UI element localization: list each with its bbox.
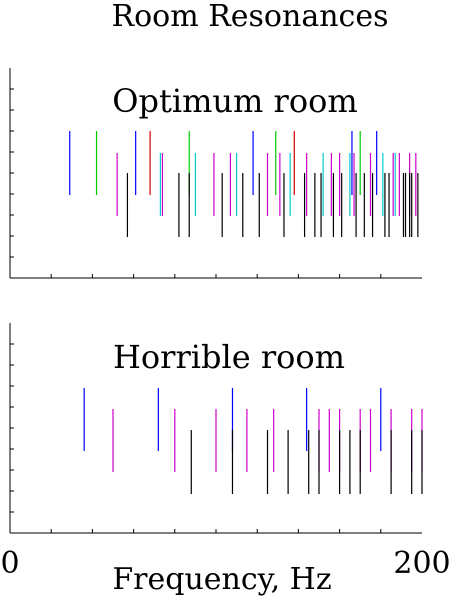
panel-horrible-title: Horrible room [113, 338, 345, 376]
x-axis-label: Frequency, Hz [112, 562, 331, 597]
panel-horrible: Horrible room [9, 323, 423, 534]
figure-title: Room Resonances [112, 0, 389, 34]
panel-optimum-ticks [10, 88, 382, 278]
panel-horrible-ticks [10, 343, 382, 533]
panel-optimum-title: Optimum room [112, 82, 357, 120]
panel-horrible-resonance-lines [83, 388, 423, 494]
panel-optimum: Optimum room [9, 68, 422, 279]
x-tick-label-min: 0 [0, 546, 19, 581]
x-tick-label-max: 200 [393, 546, 450, 581]
panel-optimum-resonance-lines [69, 131, 419, 237]
